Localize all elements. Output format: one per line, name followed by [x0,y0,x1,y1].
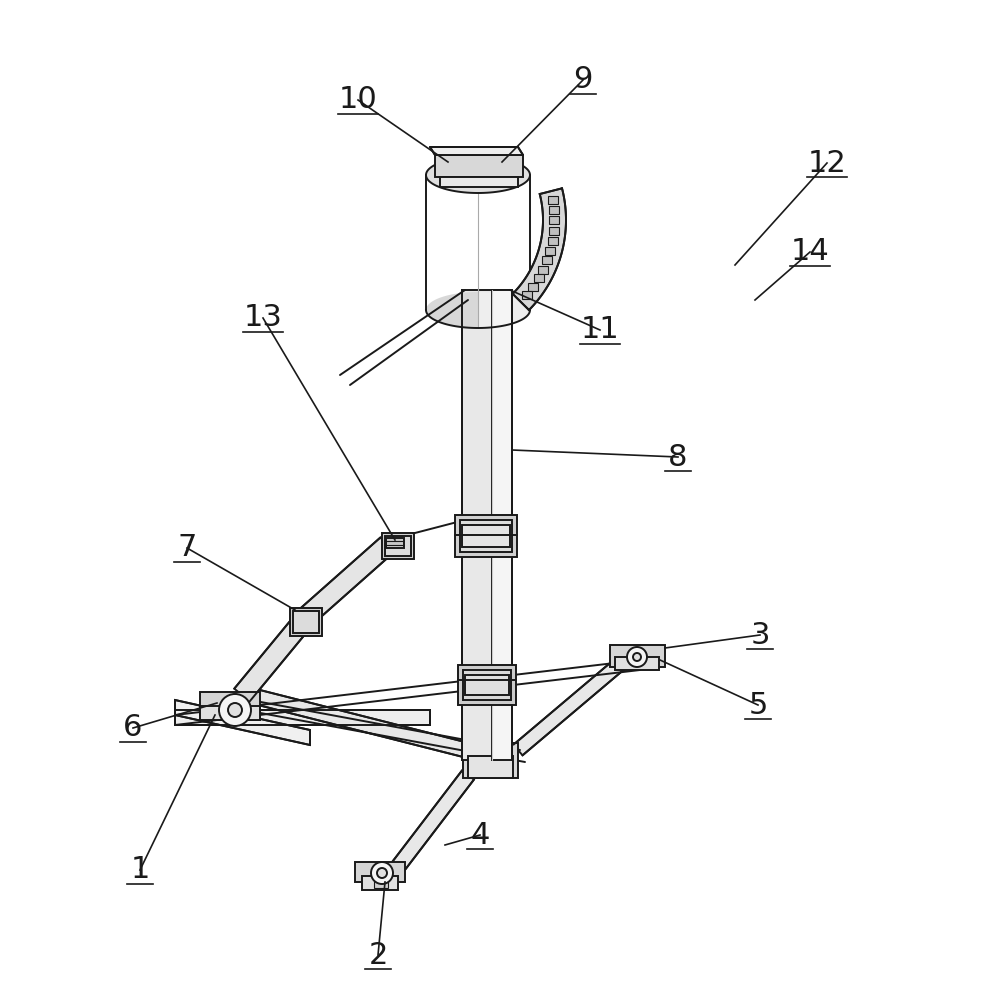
Polygon shape [426,157,530,193]
Text: 8: 8 [669,442,687,472]
Circle shape [377,868,387,878]
Bar [545,247,556,255]
Text: 1: 1 [131,856,149,884]
Bar [455,515,517,557]
Polygon shape [234,609,315,701]
Bar [492,290,512,760]
Circle shape [633,653,641,661]
Bar [440,177,518,187]
Text: 3: 3 [751,620,769,650]
Bar [463,743,518,778]
Polygon shape [255,690,468,757]
Bar [528,283,538,291]
Text: 5: 5 [749,690,767,720]
Bar [355,862,405,882]
Text: 12: 12 [808,148,847,178]
Text: 4: 4 [471,820,490,850]
Circle shape [228,703,242,717]
Circle shape [371,862,393,884]
Bar [542,256,553,264]
Bar [374,876,388,888]
Bar [382,533,414,559]
Circle shape [219,694,251,726]
Polygon shape [175,710,430,725]
Polygon shape [426,157,478,328]
Polygon shape [391,770,474,873]
Text: 13: 13 [243,304,283,332]
Bar [293,611,319,633]
Text: 10: 10 [338,86,378,114]
Bar [549,227,559,235]
Polygon shape [430,147,523,155]
Bar [463,670,511,700]
Bar [200,706,260,720]
Text: 9: 9 [574,66,592,95]
Bar [550,216,560,224]
Bar [538,266,549,274]
Bar [462,290,512,760]
Bar [465,675,509,695]
Bar [548,237,558,245]
Bar [435,155,523,177]
Polygon shape [478,157,530,328]
Bar [385,536,411,556]
Bar [458,665,516,705]
Bar [549,206,559,214]
Bar [386,538,404,548]
Polygon shape [513,652,633,755]
Bar [534,274,544,282]
Text: 6: 6 [124,714,142,742]
Bar [460,520,512,552]
Bar [610,645,665,667]
Bar [522,291,532,299]
Bar [468,756,513,778]
Polygon shape [175,700,310,745]
Polygon shape [302,538,394,622]
Bar [200,692,260,720]
Text: 2: 2 [368,940,388,970]
Bar [290,608,322,636]
Bar [548,196,558,204]
Polygon shape [512,188,566,310]
Text: 14: 14 [790,237,830,266]
Text: 11: 11 [581,316,619,344]
Bar [362,876,398,890]
Text: 7: 7 [177,534,197,562]
Bar [462,525,510,547]
Circle shape [627,647,647,667]
Bar [615,657,659,670]
